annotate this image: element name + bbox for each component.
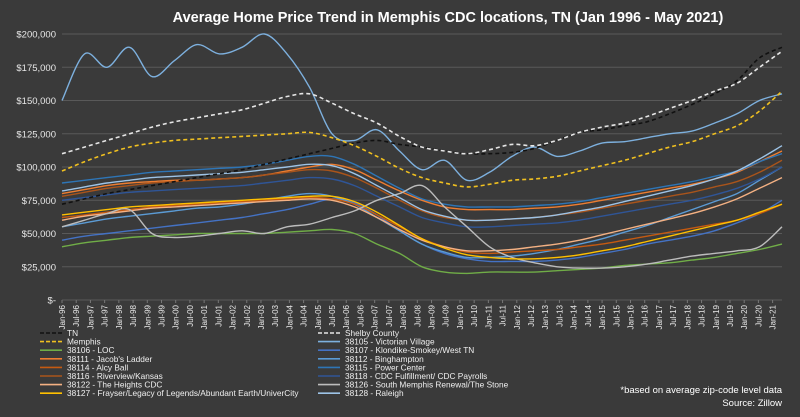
x-tick-label: Jul-19 [726, 304, 735, 326]
series-line-13 [61, 184, 783, 269]
x-tick-label: Jan-02 [229, 304, 238, 329]
x-tick-label: Jan-09 [428, 304, 437, 329]
x-tick-label: Jul-98 [129, 304, 138, 326]
legend-label: 38111 - Jacob's Ladder [67, 354, 152, 364]
legend-label: 38112 - Binghampton [345, 354, 424, 364]
x-tick-label: Jan-10 [456, 304, 465, 329]
chart-title: Average Home Price Trend in Memphis CDC … [173, 10, 724, 26]
series-line-5 [61, 198, 783, 263]
y-axis: $- $25,000 $50,000 $75,000 $100,000 $125,000 $… [16, 30, 56, 307]
x-tick-label: Jan-01 [200, 304, 209, 329]
x-axis: Jan-96 Jul-96 Jan-97 Jul-97 Jan-98 Jul-98 Jan-… [58, 300, 778, 329]
series-line-3 [61, 33, 783, 182]
x-tick-label: Jul-96 [72, 304, 81, 326]
legend-label: 38122 - The Heights CDC [67, 380, 162, 390]
x-tick-label: Jul-99 [157, 304, 166, 326]
x-tick-label: Jan-98 [115, 304, 124, 329]
x-tick-label: Jul-04 [300, 304, 309, 326]
legend-label: 38105 - Victorian Village [345, 337, 435, 347]
x-tick-label: Jan-96 [58, 304, 67, 329]
x-tick-label: Jul-20 [754, 304, 763, 326]
legend-label: Shelby County [345, 328, 400, 338]
x-tick-label: Jul-18 [698, 304, 707, 326]
legend-label: 38127 - Frayser/Legacy of Legends/Abunda… [67, 388, 299, 398]
legend-label: 38118 - CDC Fulfillment/ CDC Payrolls [345, 371, 487, 381]
series-line-15 [61, 145, 783, 222]
x-tick-label: Jan-18 [683, 304, 692, 329]
legend-label: 38128 - Raleigh [345, 388, 404, 398]
x-tick-label: Jan-08 [399, 304, 408, 329]
x-tick-label: Jul-16 [641, 304, 650, 326]
x-tick-label: Jul-07 [385, 304, 394, 326]
x-tick-label: Jul-17 [669, 304, 678, 326]
y-tick-label: $175,000 [16, 63, 56, 74]
x-tick-label: Jul-00 [186, 304, 195, 326]
y-tick-label: $50,000 [22, 229, 56, 240]
x-tick-label: Jul-10 [470, 304, 479, 326]
y-tick-label: $25,000 [22, 262, 56, 273]
x-tick-label: Jan-03 [257, 304, 266, 329]
y-tick-label: $150,000 [16, 96, 56, 107]
legend-label: 38115 - Power Center [345, 362, 426, 372]
legend-label: 38107 - Klondike-Smokey/West TN [345, 345, 474, 355]
legend-label: TN [67, 328, 78, 338]
legend-label: 38114 - Alcy Ball [67, 362, 128, 372]
footnote-source: Source: Zillow [722, 398, 782, 409]
x-tick-label: Jul-01 [214, 304, 223, 326]
y-tick-label: $125,000 [16, 129, 56, 140]
legend: TN Shelby County Memphis 38105 - Victorian … [40, 328, 509, 398]
x-tick-label: Jul-14 [584, 304, 593, 326]
series-line-14 [61, 195, 783, 260]
x-tick-label: Jan-14 [570, 304, 579, 329]
x-tick-label: Jan-06 [342, 304, 351, 329]
series-line-6 [61, 150, 783, 211]
x-tick-label: Jan-97 [86, 304, 95, 329]
series-line-9 [61, 153, 783, 208]
series-line-2 [61, 90, 783, 188]
x-tick-label: Jan-16 [626, 304, 635, 329]
x-tick-label: Jan-11 [484, 304, 493, 328]
x-tick-label: Jul-06 [356, 304, 365, 326]
x-tick-label: Jul-03 [271, 304, 280, 326]
y-tick-label: $- [48, 296, 56, 307]
series-line-11 [61, 166, 783, 228]
x-tick-label: Jan-99 [143, 304, 152, 329]
series-line-4 [61, 228, 783, 275]
x-tick-label: Jul-97 [101, 304, 110, 326]
legend-label: 38116 - Riverview/Kansas [67, 371, 163, 381]
x-tick-label: Jan-05 [314, 304, 323, 329]
x-tick-label: Jan-00 [172, 304, 181, 329]
legend-label: 38106 - LOC [67, 345, 115, 355]
x-tick-label: Jan-17 [655, 304, 664, 329]
x-tick-label: Jul-11 [499, 304, 508, 326]
x-tick-label: Jan-19 [712, 304, 721, 329]
grid-layer [62, 33, 782, 301]
series-line-1 [61, 50, 783, 155]
legend-label: Memphis [67, 337, 101, 347]
x-tick-label: Jan-13 [541, 304, 550, 329]
series-layer [61, 33, 783, 275]
x-tick-label: Jan-12 [513, 304, 522, 329]
x-tick-label: Jan-07 [371, 304, 380, 329]
x-tick-label: Jan-21 [769, 304, 778, 329]
x-tick-label: Jul-02 [243, 304, 252, 326]
x-tick-label: Jul-09 [442, 304, 451, 326]
x-tick-label: Jul-15 [612, 304, 621, 326]
y-tick-label: $200,000 [16, 30, 56, 41]
y-tick-label: $75,000 [22, 196, 56, 207]
footnote-line1: *based on average zip-code level data [620, 385, 782, 396]
series-line-12 [61, 176, 783, 252]
legend-label: 38126 - South Memphis Renewal/The Stone [345, 380, 509, 390]
x-tick-label: Jan-20 [740, 304, 749, 329]
x-tick-label: Jul-08 [413, 304, 422, 326]
x-tick-label: Jul-05 [328, 304, 337, 326]
x-tick-label: Jan-15 [598, 304, 607, 329]
y-tick-label: $100,000 [16, 163, 56, 174]
x-tick-label: Jan-04 [285, 304, 294, 329]
x-tick-label: Jul-12 [527, 304, 536, 326]
x-tick-label: Jul-13 [555, 304, 564, 326]
